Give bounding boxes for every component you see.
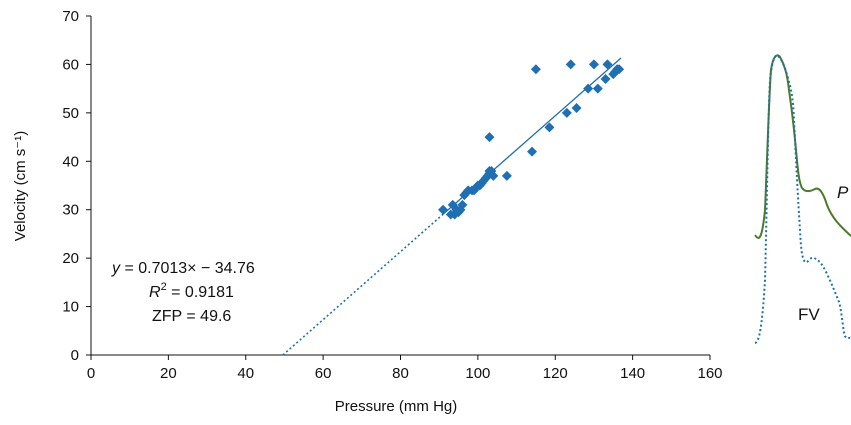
r-squared-value: = 0.9181 (167, 284, 234, 301)
data-point (530, 64, 541, 75)
flow-velocity-waveform-line (754, 54, 851, 344)
equation-variable: y (111, 260, 121, 277)
y-axis-title: Velocity (cm s⁻¹) (12, 131, 29, 241)
waveform-inset: P FV (754, 54, 851, 344)
data-point (565, 59, 576, 70)
data-point (501, 170, 512, 181)
r-squared-exponent: 2 (161, 281, 167, 293)
flow-velocity-waveform-label: FV (798, 305, 820, 324)
r-squared: R2 = 0.9181 (149, 281, 234, 301)
y-tick-label: 20 (62, 250, 79, 267)
y-tick-label: 50 (62, 105, 79, 122)
data-point (484, 132, 495, 143)
equation-text: = 0.7013× − 34.76 (120, 260, 255, 277)
r-squared-variable: R (149, 284, 161, 301)
data-point (561, 107, 572, 118)
data-point (438, 204, 449, 215)
data-point (457, 199, 468, 210)
data-point (571, 103, 582, 114)
data-point (592, 83, 603, 94)
equation-annotation: y = 0.7013× − 34.76 R2 = 0.9181 ZFP = 49… (111, 260, 255, 325)
x-tick-label: 140 (620, 365, 645, 382)
x-axis-title: Pressure (mm Hg) (335, 398, 458, 415)
x-tick-label: 20 (160, 365, 177, 382)
y-tick-label: 60 (62, 56, 79, 73)
data-point (614, 64, 625, 75)
data-point (588, 59, 599, 70)
data-point (488, 170, 499, 181)
x-tick-label: 120 (543, 365, 568, 382)
x-tick-label: 0 (87, 365, 95, 382)
pressure-waveform-label: P (837, 183, 849, 202)
zfp-value: ZFP = 49.6 (152, 308, 231, 325)
x-tick-label: 40 (237, 365, 254, 382)
data-points (438, 59, 625, 220)
y-tick-label: 70 (62, 8, 79, 25)
regression-equation: y = 0.7013× − 34.76 (111, 260, 255, 277)
data-point (602, 59, 613, 70)
trendline-extrapolation (282, 213, 444, 356)
y-tick-label: 40 (62, 153, 79, 170)
x-tick-label: 60 (315, 365, 332, 382)
y-tick-label: 10 (62, 299, 79, 316)
data-point (583, 83, 594, 94)
ticks: 0 20 40 60 80 100 120 140 160 0 10 20 30 40 50 60 70 (62, 8, 722, 382)
x-tick-label: 160 (697, 365, 722, 382)
x-tick-label: 80 (392, 365, 409, 382)
y-tick-label: 0 (71, 347, 79, 364)
data-point (527, 146, 538, 157)
data-point (544, 122, 555, 133)
y-tick-label: 30 (62, 202, 79, 219)
x-tick-label: 100 (465, 365, 490, 382)
data-point (600, 73, 611, 84)
